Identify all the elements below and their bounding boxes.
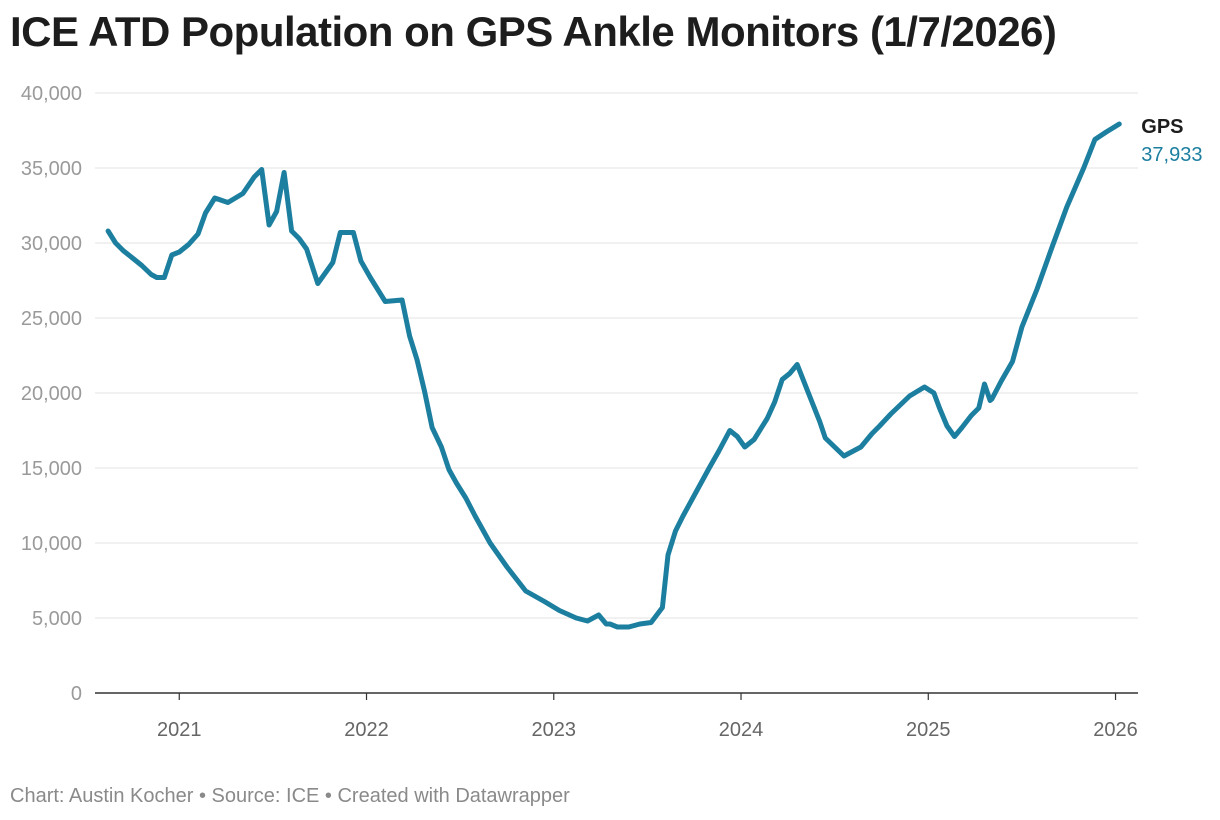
- y-tick-label: 0: [71, 683, 82, 705]
- x-tick-label: 2026: [1093, 719, 1138, 741]
- x-tick-label: 2023: [532, 719, 577, 741]
- y-axis: 0 5,000 10,000 15,000 20,000 25,000 30,000 35,0…: [21, 83, 82, 705]
- y-tick-label: 20,000: [21, 383, 82, 405]
- y-tick-label: 15,000: [21, 458, 82, 480]
- y-tick-label: 10,000: [21, 533, 82, 555]
- x-tick-label: 2021: [157, 719, 202, 741]
- y-tick-label: 40,000: [21, 83, 82, 105]
- x-tick-label: 2022: [344, 719, 389, 741]
- x-axis: 2021 2022 2023 2024 2025 2026: [157, 693, 1138, 741]
- y-tick-label: 35,000: [21, 158, 82, 180]
- series-line-gps: [105, 121, 1122, 630]
- series-name-label: GPS: [1141, 116, 1183, 138]
- x-tick-label: 2025: [906, 719, 951, 741]
- series-value-label: 37,933: [1141, 144, 1202, 166]
- y-tick-label: 25,000: [21, 308, 82, 330]
- chart-title: ICE ATD Population on GPS Ankle Monitors…: [10, 8, 1057, 55]
- end-labels: GPS 37,933: [1141, 116, 1202, 166]
- chart-footer: Chart: Austin Kocher • Source: ICE • Cre…: [10, 785, 570, 807]
- y-tick-label: 30,000: [21, 233, 82, 255]
- gridlines: [95, 92, 1138, 694]
- series-layer: [105, 121, 1122, 630]
- y-tick-label: 5,000: [32, 608, 82, 630]
- x-tick-label: 2024: [719, 719, 764, 741]
